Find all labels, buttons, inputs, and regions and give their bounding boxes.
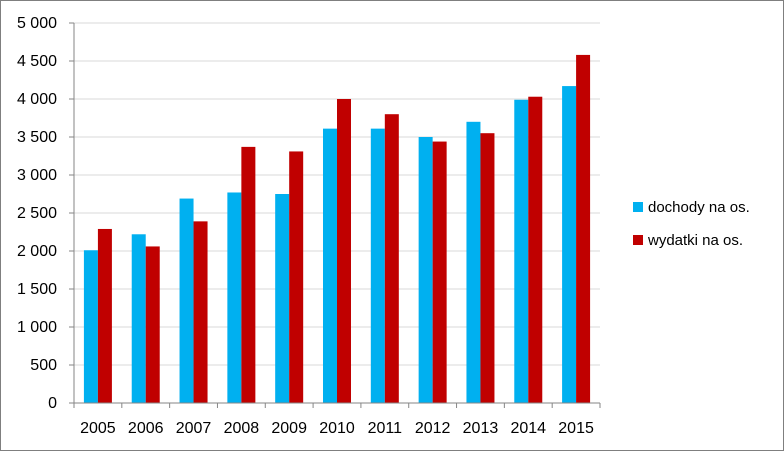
bar-income-2013 bbox=[466, 121, 481, 404]
axes bbox=[69, 22, 601, 408]
bar-expenses-2007 bbox=[193, 221, 208, 403]
x-tick-label: 2007 bbox=[176, 420, 212, 437]
x-tick-label: 2005 bbox=[80, 420, 116, 437]
bar-expenses-2008 bbox=[241, 146, 256, 403]
x-tick-label: 2008 bbox=[224, 420, 260, 437]
y-tick-label: 1 500 bbox=[17, 281, 57, 298]
legend-label-expenses: wydatki na os. bbox=[647, 232, 743, 249]
bar-expenses-2005 bbox=[97, 228, 112, 403]
y-tick-label: 500 bbox=[30, 357, 57, 374]
bar-income-2009 bbox=[275, 194, 290, 403]
bar-expenses-2012 bbox=[432, 141, 447, 403]
bar-expenses-2010 bbox=[337, 99, 351, 403]
bar-income-2010 bbox=[323, 128, 337, 403]
y-tick-label: 0 bbox=[48, 395, 57, 412]
x-tick-label: 2013 bbox=[463, 420, 499, 437]
bar-income-2012 bbox=[418, 137, 433, 403]
x-axis-tick-labels: 2005 2006 2007 2008 2009 2010 2011 2012 2013 2014… bbox=[80, 420, 594, 437]
y-tick-label: 5 000 bbox=[17, 15, 57, 32]
legend: dochody na os. wydatki na os. bbox=[633, 199, 750, 249]
bars bbox=[83, 54, 591, 404]
gridlines bbox=[74, 22, 600, 366]
legend-swatch-income bbox=[633, 202, 643, 212]
x-tick-label: 2006 bbox=[128, 420, 164, 437]
legend-label-income: dochody na os. bbox=[648, 199, 750, 216]
bar-expenses-2013 bbox=[480, 133, 495, 403]
x-tick-label: 2014 bbox=[510, 420, 546, 437]
bar-income-2007 bbox=[179, 198, 194, 403]
y-tick-label: 2 000 bbox=[17, 243, 57, 260]
x-tick-label: 2011 bbox=[368, 420, 403, 437]
bar-income-2005 bbox=[83, 250, 98, 403]
bar-income-2006 bbox=[131, 234, 146, 403]
y-tick-label: 1 000 bbox=[17, 319, 57, 336]
y-tick-label: 4 000 bbox=[17, 91, 57, 108]
y-tick-label: 4 500 bbox=[17, 53, 57, 70]
x-tick-label: 2012 bbox=[415, 420, 451, 437]
y-tick-label: 3 000 bbox=[17, 167, 57, 184]
legend-swatch-expenses bbox=[633, 235, 643, 245]
x-tick-label: 2015 bbox=[558, 420, 594, 437]
bar-expenses-2015 bbox=[576, 54, 591, 404]
bar-expenses-2006 bbox=[145, 246, 160, 403]
bar-expenses-2014 bbox=[528, 96, 543, 403]
bar-income-2015 bbox=[562, 86, 577, 403]
bar-income-2008 bbox=[227, 192, 242, 403]
bar-income-2011 bbox=[370, 128, 385, 403]
x-tick-label: 2009 bbox=[271, 420, 307, 437]
x-tick-label: 2010 bbox=[319, 420, 355, 437]
bar-expenses-2009 bbox=[289, 151, 304, 403]
y-axis-tick-labels: 0 500 1 000 1 500 2 000 2 500 3 000 3 500 4 000 4… bbox=[17, 15, 57, 412]
y-tick-label: 3 500 bbox=[17, 129, 57, 146]
bar-expenses-2011 bbox=[384, 114, 399, 403]
y-tick-label: 2 500 bbox=[17, 205, 57, 222]
bar-income-2014 bbox=[514, 99, 529, 403]
